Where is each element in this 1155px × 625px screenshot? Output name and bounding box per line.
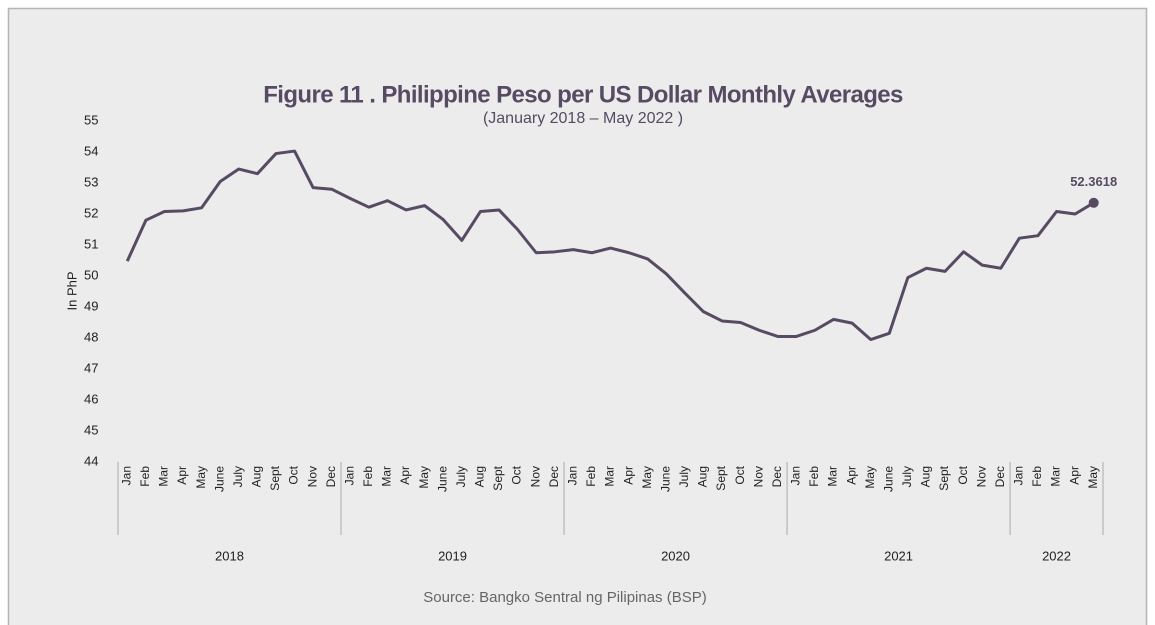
x-tick-label: Jan [342, 466, 356, 485]
y-tick-label: 49 [84, 298, 98, 313]
x-tick-label: Oct [510, 465, 524, 484]
x-tick-label: June [212, 466, 226, 492]
x-tick-label: May [640, 466, 654, 489]
x-tick-label: Aug [250, 466, 264, 487]
x-tick-label: July [900, 466, 914, 487]
x-tick-label: Sept [491, 465, 505, 490]
x-tick-label: Mar [1049, 466, 1063, 487]
end-marker [1088, 197, 1099, 208]
x-tick-label: June [435, 466, 449, 492]
x-tick-label: May [863, 466, 877, 489]
chart-subtitle: (January 2018 – May 2022 ) [483, 110, 683, 127]
x-tick-label: Aug [473, 466, 487, 487]
x-tick-label: July [454, 466, 468, 487]
x-group-label: 2019 [438, 548, 467, 563]
x-tick-label: June [658, 466, 672, 492]
x-tick-label: Apr [844, 466, 858, 485]
x-tick-label: May [1086, 466, 1100, 489]
x-group-label: 2022 [1042, 548, 1071, 563]
x-tick-label: Jan [566, 466, 580, 485]
x-tick-label: July [677, 466, 691, 487]
x-tick-label: Nov [974, 466, 988, 487]
x-tick-label: Oct [287, 465, 301, 484]
x-tick-label: Sept [268, 465, 282, 490]
y-tick-label: 52 [84, 205, 98, 220]
x-tick-label: Mar [603, 466, 617, 487]
x-tick-label: Dec [547, 466, 561, 487]
x-tick-label: Nov [751, 466, 765, 487]
x-tick-label: Apr [1067, 466, 1081, 485]
x-tick-label: Jan [789, 466, 803, 485]
x-tick-label: Sept [714, 465, 728, 490]
x-tick-label: Dec [993, 466, 1007, 487]
chart-title: Figure 11 . Philippine Peso per US Dolla… [263, 81, 903, 108]
x-group-label: 2021 [884, 548, 913, 563]
source-note: Source: Bangko Sentral ng Pilipinas (BSP… [423, 589, 706, 606]
x-tick-label: Sept [937, 465, 951, 490]
chart-frame [7, 7, 1148, 625]
x-tick-label: Aug [696, 466, 710, 487]
x-tick-label: Mar [380, 466, 394, 487]
y-tick-label: 53 [84, 174, 98, 189]
x-tick-label: Apr [175, 466, 189, 485]
x-tick-label: Oct [956, 465, 970, 484]
y-tick-label: 44 [84, 453, 98, 468]
y-tick-label: 46 [84, 391, 98, 406]
x-tick-label: Nov [528, 466, 542, 487]
x-tick-label: July [231, 466, 245, 487]
x-tick-label: Apr [621, 466, 635, 485]
x-tick-label: Feb [807, 466, 821, 487]
y-axis-label: In PhP [64, 271, 79, 310]
x-tick-label: Apr [398, 466, 412, 485]
x-tick-label: Dec [770, 466, 784, 487]
x-tick-label: May [194, 466, 208, 489]
x-tick-label: Jan [119, 466, 133, 485]
x-group-label: 2020 [661, 548, 690, 563]
x-tick-label: Nov [305, 466, 319, 487]
x-tick-label: Jan [1012, 466, 1026, 485]
x-tick-label: June [881, 466, 895, 492]
data-line [125, 149, 1095, 342]
x-tick-label: Oct [733, 465, 747, 484]
y-tick-label: 47 [84, 360, 98, 375]
y-tick-label: 51 [84, 236, 98, 251]
x-tick-label: Feb [138, 466, 152, 487]
x-tick-label: Mar [157, 466, 171, 487]
x-tick-label: Aug [919, 466, 933, 487]
x-tick-label: Feb [1030, 466, 1044, 487]
x-tick-label: May [417, 466, 431, 489]
y-tick-label: 54 [84, 143, 98, 158]
y-tick-label: 50 [84, 267, 98, 282]
y-tick-label: 45 [84, 422, 98, 437]
data-label: 52.3618 [1070, 174, 1117, 189]
x-tick-label: Feb [361, 466, 375, 487]
x-tick-label: Feb [584, 466, 598, 487]
x-group-label: 2018 [215, 548, 244, 563]
y-tick-label: 55 [84, 112, 98, 127]
y-tick-label: 48 [84, 329, 98, 344]
x-tick-label: Dec [324, 466, 338, 487]
x-tick-label: Mar [826, 466, 840, 487]
